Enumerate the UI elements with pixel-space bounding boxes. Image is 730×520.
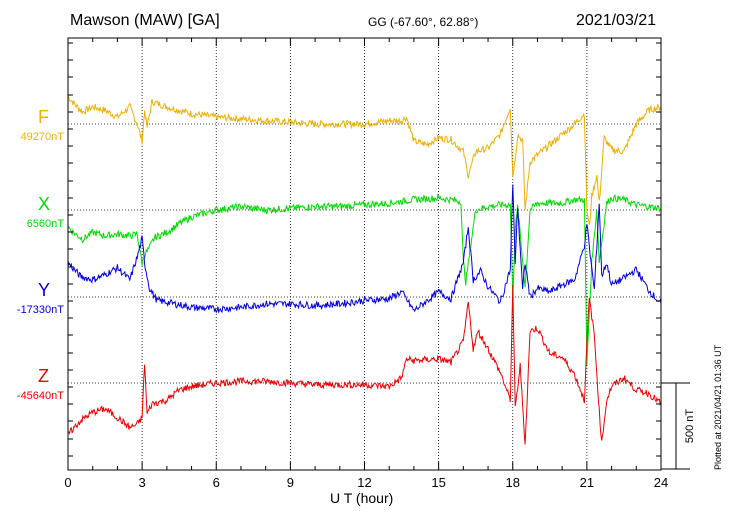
x-tick-label: 3 [139,475,146,490]
scale-bar: 500 nT [661,382,696,470]
series-line-y [67,184,662,314]
series-line-x [67,193,662,365]
series-line-z [67,284,662,445]
component-label-y: Y [38,280,51,300]
x-tick-label: 18 [506,475,520,490]
baseline-label-y: -17330nT [16,304,64,316]
x-tick-label: 9 [287,475,294,490]
x-axis-label: U T (hour) [330,490,394,506]
series-line-f [67,96,662,225]
plotted-timestamp: Plotted at 2021/04/21 01:36 UT [713,344,723,470]
component-label-f: F [38,107,49,127]
x-tick-label: 0 [64,475,71,490]
x-tick-label: 15 [431,475,445,490]
station-title: Mawson (MAW) [GA] [70,12,220,29]
x-tick-label: 24 [654,475,668,490]
scale-bar-label: 500 nT [684,409,696,444]
plot-date: 2021/03/21 [576,12,657,29]
component-label-z: Z [38,366,49,386]
grid-lines [68,38,661,470]
baseline-label-x: 6560nT [26,218,64,230]
component-label-x: X [38,194,51,214]
baseline-label-f: 49270nT [20,131,64,143]
x-tick-label: 6 [213,475,220,490]
baseline-label-z: -45640nT [16,390,64,402]
axis-ticks: 0 3 6 9 12 15 18 21 24 [64,38,668,490]
series-lines [67,96,662,445]
x-tick-label: 12 [357,475,371,490]
station-coordinates: GG (-67.60°, 62.88°) [368,15,479,29]
x-tick-label: 21 [580,475,594,490]
